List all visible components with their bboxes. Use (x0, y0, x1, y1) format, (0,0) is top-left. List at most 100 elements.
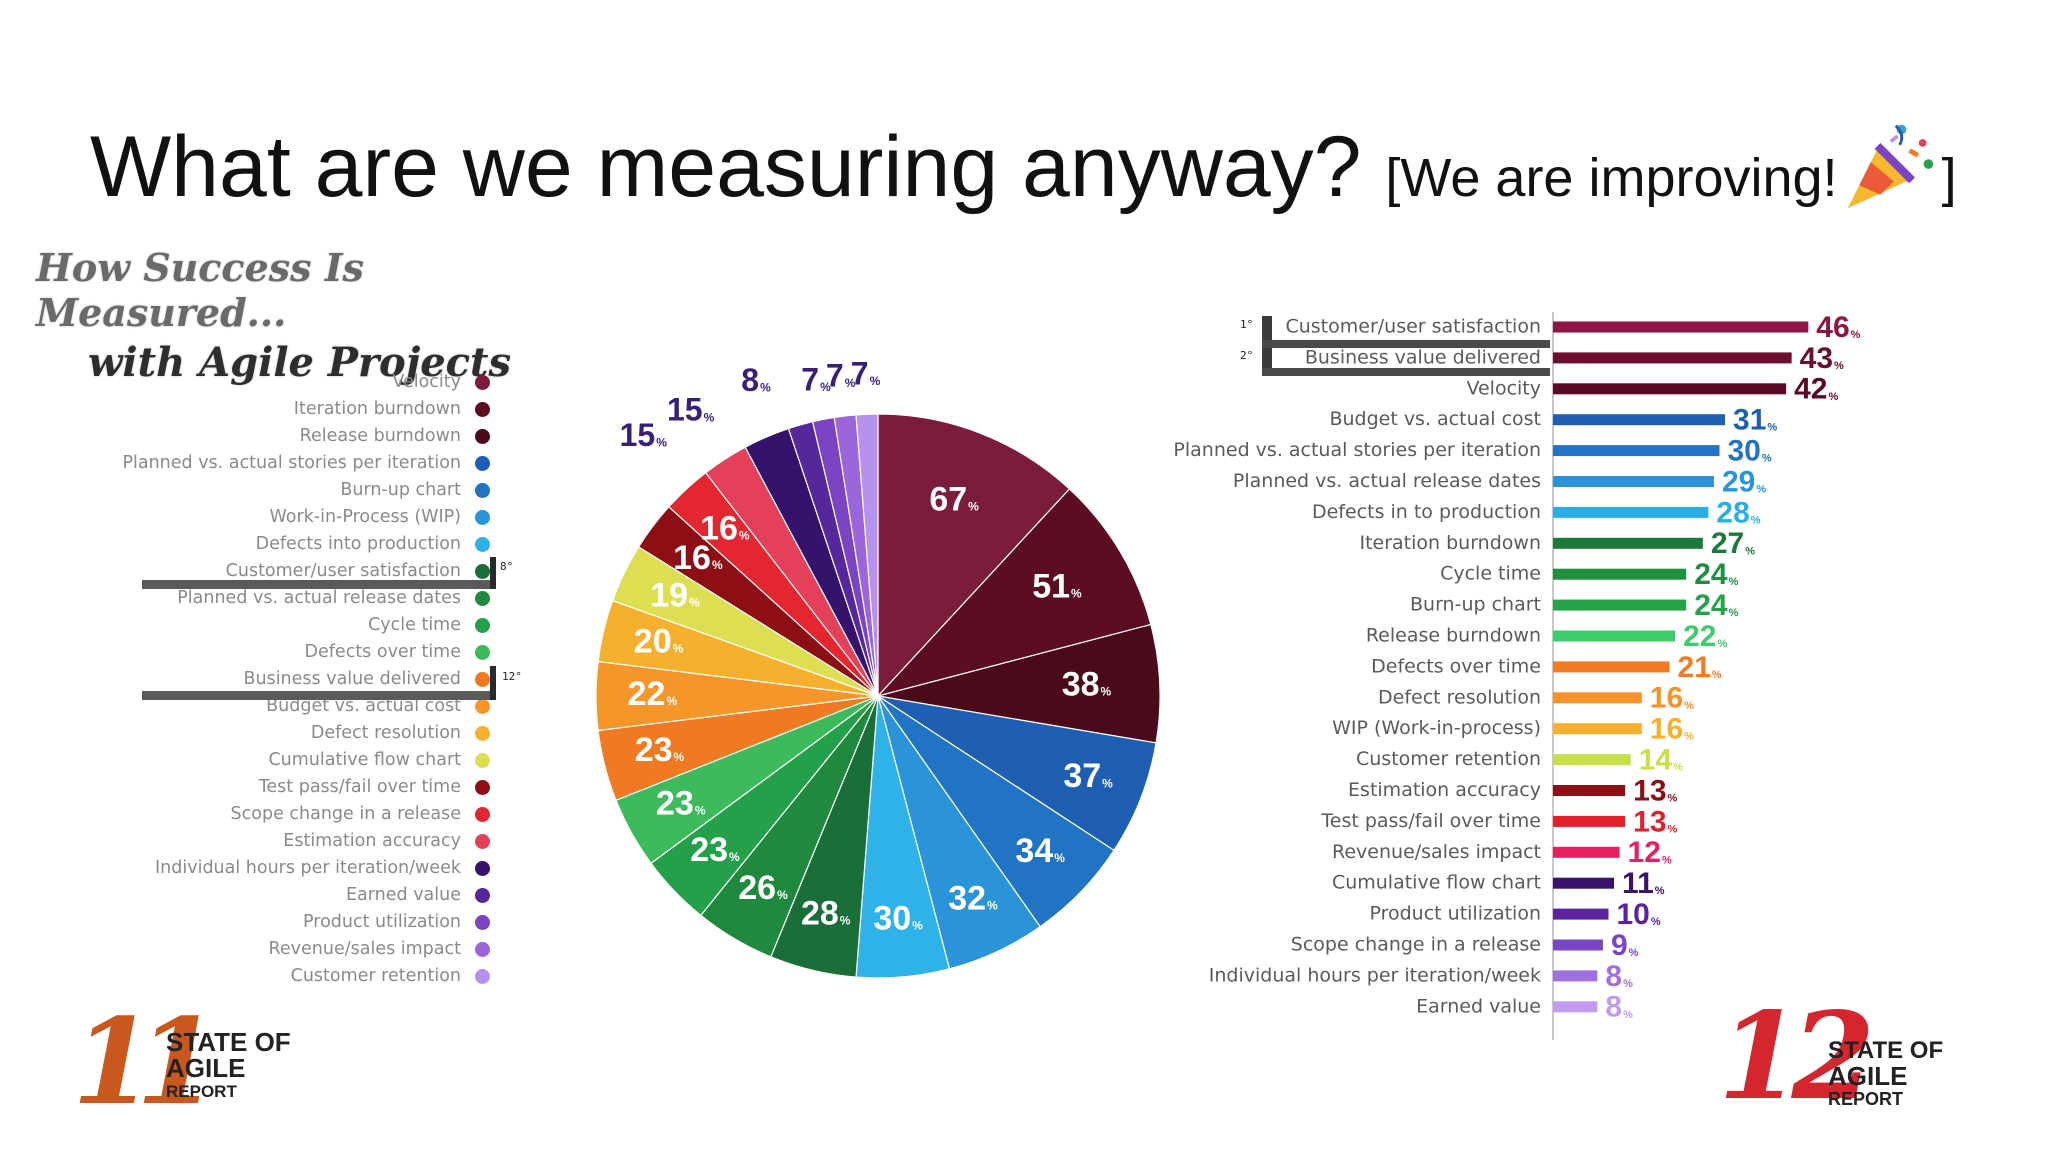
left-title-line1: How Success Is Measured... (36, 245, 364, 335)
bar-category-label: Scope change in a release (1291, 934, 1541, 956)
bar (1553, 877, 1615, 889)
legend-swatch (475, 941, 490, 957)
legend-label: Earned value (346, 885, 461, 905)
legend-item: Cumulative flow chart (268, 750, 490, 770)
legend-item: Customer/user satisfaction (226, 561, 490, 581)
bar (1553, 692, 1642, 704)
bar-category-label: Individual hours per iteration/week (1209, 964, 1541, 986)
bar (1553, 846, 1620, 858)
bar-value-label: 10% (1617, 898, 1661, 931)
party-popper-icon (1847, 124, 1933, 209)
logo-right-line2: AGILE (1828, 1061, 1908, 1091)
bar-value-label: 28% (1716, 496, 1760, 529)
bar-value-label: 27% (1711, 527, 1755, 560)
bar-value-label: 42% (1794, 373, 1838, 406)
annotation-bracket-8 (490, 557, 496, 589)
legend-label: Customer/user satisfaction (225, 561, 461, 581)
legend-item: Cycle time (368, 615, 490, 635)
legend-swatch (475, 590, 490, 606)
legend-swatch (475, 455, 490, 471)
legend-label: Individual hours per iteration/week (155, 858, 461, 878)
legend-item: Budget vs. actual cost (266, 696, 490, 716)
bar-value-label: 29% (1722, 465, 1766, 498)
annotation-rank-12: 12° (502, 670, 522, 683)
bar-value-label: 16% (1650, 682, 1694, 715)
legend-swatch (475, 644, 490, 660)
logo-right-line3: REPORT (1828, 1089, 1904, 1109)
legend-swatch (475, 698, 490, 714)
bar (1553, 383, 1787, 395)
slide-title: What are we measuring anyway? [We are im… (90, 118, 1957, 217)
legend-swatch (475, 806, 490, 822)
legend-item: Product utilization (303, 912, 490, 932)
bar-category-label: Defects in to production (1312, 501, 1541, 523)
rank-underline-2 (1262, 368, 1550, 376)
legend-item: Defects into production (256, 534, 490, 554)
left-title-line2: with Agile Projects (88, 339, 511, 386)
bar-category-label: Business value delivered (1305, 346, 1541, 368)
legend-label: Burn-up chart (340, 480, 461, 500)
legend-label: Cumulative flow chart (268, 750, 461, 770)
legend-label: Business value delivered (243, 669, 461, 689)
legend-label: Defect resolution (310, 723, 461, 743)
legend-swatch (475, 428, 490, 444)
legend-swatch (475, 671, 490, 687)
bar-value-label: 9% (1611, 929, 1639, 962)
legend-swatch (475, 509, 490, 525)
legend-swatch (475, 752, 490, 768)
annotation-bracket-12 (490, 666, 496, 700)
bar-value-label: 21% (1678, 651, 1722, 684)
bar-category-label: Planned vs. actual stories per iteration (1173, 439, 1541, 461)
legend-item: Velocity (392, 372, 490, 392)
legend-item: Customer retention (291, 966, 490, 986)
legend-item: Work-in-Process (WIP) (269, 507, 490, 527)
bar (1553, 1001, 1598, 1013)
bar-category-label: Estimation accuracy (1348, 779, 1541, 801)
legend-item: Scope change in a release (231, 804, 490, 824)
logo-11th-state-of-agile: 11 STATE OF AGILE REPORT (72, 992, 312, 1131)
bar (1553, 661, 1670, 673)
legend-swatch (475, 374, 490, 390)
bar-category-label: Planned vs. actual release dates (1233, 470, 1541, 492)
bar (1553, 970, 1598, 982)
pie-slice (876, 488, 1152, 698)
bar-category-label: Burn-up chart (1410, 594, 1541, 616)
bar (1553, 785, 1626, 796)
legend-swatch (475, 968, 490, 984)
legend-label: Defects over time (304, 642, 461, 662)
pie-slice (877, 413, 1071, 698)
legend-swatch (475, 563, 490, 579)
legend-swatch (475, 482, 490, 498)
legend-item: Defect resolution (311, 723, 490, 743)
logo-12th-state-of-agile: 12 STATE OF AGILE REPORT (1718, 986, 1958, 1127)
bar-value-label: 11% (1622, 867, 1665, 900)
bar (1553, 815, 1626, 827)
legend-item: Earned value (346, 885, 490, 905)
legend-label: Revenue/sales impact (268, 939, 461, 959)
logo-right-number: 12 (1718, 986, 1875, 1127)
subtitle-close: ] (1941, 148, 1957, 208)
bar (1553, 414, 1726, 426)
bar-value-label: 8% (1605, 991, 1633, 1024)
pie-slice (877, 695, 1157, 852)
bar-category-label: Release burndown (1366, 625, 1541, 647)
pie-data-label: 30% (873, 900, 923, 938)
bar-category-label: Customer retention (1356, 748, 1541, 770)
legend-label: Iteration burndown (293, 399, 461, 419)
legend-item: Revenue/sales impact (269, 939, 490, 959)
legend-label: Scope change in a release (230, 804, 461, 824)
bar (1553, 506, 1709, 518)
legend-swatch (475, 779, 490, 795)
bar-value-label: 22% (1683, 620, 1727, 653)
legend-label: Estimation accuracy (283, 831, 461, 851)
title-text: What are we measuring anyway? (90, 119, 1362, 215)
logo-right-line1: STATE OF (1828, 1037, 1944, 1064)
logo-left-line3: REPORT (166, 1082, 237, 1101)
logo-left-number: 11 (72, 992, 218, 1131)
subtitle-open: [We are improving! (1385, 148, 1838, 208)
pie-slice (877, 623, 1161, 744)
bar (1553, 723, 1642, 735)
rank-label-2: 2° (1240, 349, 1254, 362)
legend-swatch (475, 725, 490, 741)
